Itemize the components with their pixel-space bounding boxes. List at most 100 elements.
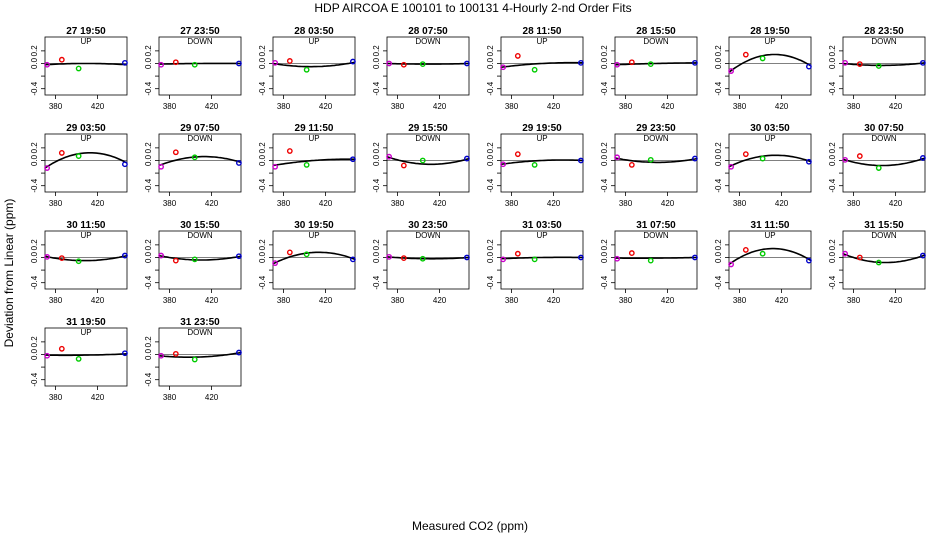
x-tick-label: 380 <box>619 296 633 305</box>
data-point <box>728 68 735 74</box>
y-tick-label: 0.2 <box>30 336 39 348</box>
fit-curve <box>500 256 584 260</box>
x-tick-label: 420 <box>319 102 333 111</box>
y-tick-label: 0.2 <box>30 142 39 154</box>
fit-curve <box>159 62 241 65</box>
data-point <box>386 153 393 160</box>
data-point <box>514 151 521 158</box>
data-point <box>614 154 621 161</box>
x-tick-label: 420 <box>433 199 447 208</box>
y-tick-label: -0.4 <box>486 81 495 95</box>
y-tick-label: 0.2 <box>714 142 723 154</box>
data-point <box>514 53 521 59</box>
data-point <box>121 59 128 66</box>
data-point <box>121 350 128 357</box>
data-point <box>58 150 65 156</box>
data-point <box>742 247 749 253</box>
y-tick-label: 0.2 <box>714 45 723 57</box>
data-point <box>463 60 470 67</box>
x-tick-label: 380 <box>505 102 519 111</box>
panel-direction: UP <box>80 231 91 240</box>
x-tick-label: 420 <box>547 102 561 111</box>
panel-direction: DOWN <box>415 134 441 143</box>
panel-title: 30 03:50 <box>750 123 790 134</box>
x-tick-label: 380 <box>163 199 177 208</box>
data-point <box>303 66 310 73</box>
panel-title: 28 19:50 <box>750 26 790 37</box>
data-point <box>191 61 198 68</box>
panel-direction: UP <box>80 134 91 143</box>
fit-curve <box>387 62 469 65</box>
data-point <box>919 252 926 259</box>
data-point <box>172 149 179 156</box>
fit-curve <box>500 61 583 69</box>
panel-direction: UP <box>536 134 547 143</box>
panel-title: 30 15:50 <box>180 220 220 231</box>
data-point <box>759 250 766 257</box>
data-point <box>628 161 635 168</box>
page-title: HDP AIRCOA E 100101 to 100131 4-Hourly 2… <box>314 1 631 15</box>
x-tick-label: 380 <box>733 199 747 208</box>
data-point <box>759 155 766 162</box>
panel-direction: UP <box>308 37 319 46</box>
data-point <box>875 63 882 69</box>
data-point <box>531 66 538 73</box>
data-point <box>386 253 393 260</box>
x-tick-label: 380 <box>49 102 63 111</box>
y-tick-label: 0.2 <box>144 336 153 348</box>
x-tick-label: 420 <box>433 296 447 305</box>
data-point <box>647 156 654 163</box>
fit-curve <box>158 254 242 261</box>
data-point <box>691 59 698 66</box>
y-tick-label: -0.4 <box>828 275 837 289</box>
y-tick-label: -0.4 <box>828 178 837 192</box>
data-point <box>647 257 654 264</box>
panel-title: 29 03:50 <box>66 123 106 134</box>
y-tick-label: 0.0 <box>30 348 39 360</box>
fit-curve <box>842 62 926 67</box>
fit-curve <box>728 154 812 168</box>
data-point <box>75 153 82 159</box>
y-tick-label: -0.4 <box>30 372 39 386</box>
y-tick-label: -0.4 <box>714 178 723 192</box>
x-tick-label: 420 <box>205 199 219 208</box>
y-axis-label: Deviation from Linear (ppm) <box>2 199 16 348</box>
data-point <box>191 256 198 263</box>
data-point <box>235 60 242 67</box>
y-tick-label: 0.2 <box>828 142 837 154</box>
panel-direction: UP <box>308 231 319 240</box>
y-tick-label: -0.4 <box>258 275 267 289</box>
y-tick-label: 0.0 <box>600 251 609 263</box>
x-tick-label: 420 <box>661 102 675 111</box>
y-tick-label: 0.0 <box>828 57 837 69</box>
panel-direction: UP <box>80 328 91 337</box>
x-tick-label: 380 <box>49 393 63 402</box>
data-point <box>400 162 407 169</box>
data-point <box>58 345 65 352</box>
data-point <box>235 160 242 166</box>
y-tick-label: 0.2 <box>828 239 837 251</box>
x-tick-label: 420 <box>775 102 789 111</box>
panel-title: 31 23:50 <box>180 317 220 328</box>
y-tick-label: 0.0 <box>486 57 495 69</box>
panel-title: 29 19:50 <box>522 123 562 134</box>
x-tick-label: 380 <box>163 102 177 111</box>
data-point <box>44 61 51 68</box>
panel-frame <box>386 36 470 96</box>
data-point <box>272 163 279 170</box>
x-tick-label: 380 <box>505 296 519 305</box>
panel-frame <box>158 230 242 290</box>
panel-direction: UP <box>764 37 775 46</box>
panel-direction: DOWN <box>871 134 897 143</box>
data-point <box>235 349 242 356</box>
y-tick-label: -0.4 <box>144 372 153 386</box>
data-point <box>121 252 128 259</box>
